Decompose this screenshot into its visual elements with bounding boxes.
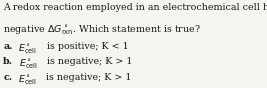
Text: A redox reaction employed in an electrochemical cell has a: A redox reaction employed in an electroc… [3,3,267,12]
Text: is negative; K > 1: is negative; K > 1 [43,73,132,82]
Text: c.: c. [3,73,12,82]
Text: $E^\circ_{\rm cell}$: $E^\circ_{\rm cell}$ [18,42,37,56]
Text: is positive; K < 1: is positive; K < 1 [44,42,128,51]
Text: $E^\circ_{\rm cell}$: $E^\circ_{\rm cell}$ [19,57,38,71]
Text: a.: a. [3,42,13,51]
Text: b.: b. [3,57,13,66]
Text: $E^\circ_{\rm cell}$: $E^\circ_{\rm cell}$ [18,73,37,87]
Text: negative $\Delta G^\circ_{\rm rxn}$. Which statement is true?: negative $\Delta G^\circ_{\rm rxn}$. Whi… [3,23,201,37]
Text: is negative; K > 1: is negative; K > 1 [44,57,133,66]
